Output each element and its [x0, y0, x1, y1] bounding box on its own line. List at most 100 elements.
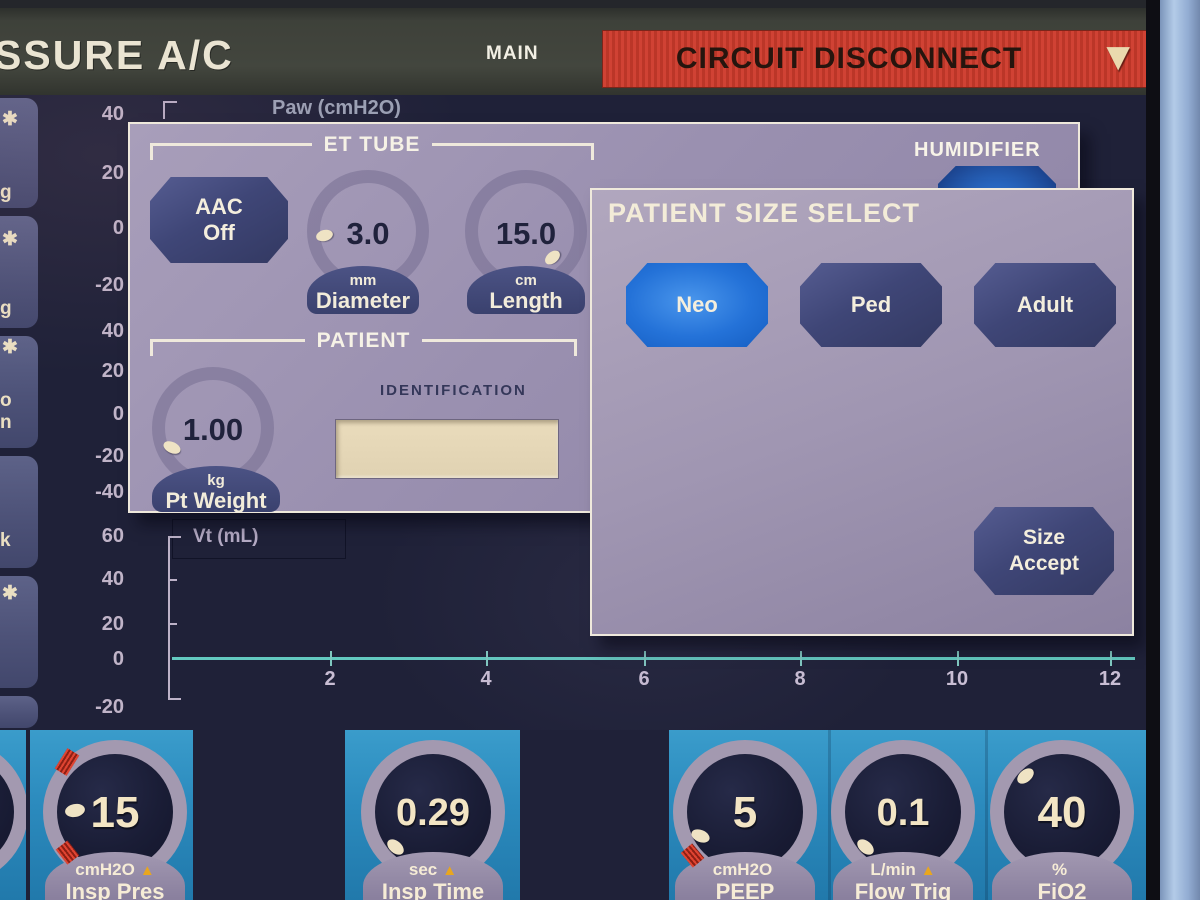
softkey-label-fragment: o — [0, 390, 12, 411]
warning-triangle-icon: ▲ — [442, 862, 458, 879]
x-axis-tickmark — [1110, 651, 1112, 666]
et-tube-group: ET TUBE — [150, 133, 594, 160]
pt-weight-label: Pt Weight — [165, 488, 267, 513]
alarm-text: CIRCUIT DISCONNECT — [675, 42, 1023, 75]
tile-divider — [828, 730, 831, 900]
control-flow-trig[interactable]: 0.1 L/min ▲ Flow Trig — [831, 740, 975, 900]
alarm-ack-triangle-icon[interactable]: ▼ — [1098, 35, 1139, 79]
control-insp-time[interactable]: 0.29 sec ▲ Insp Time — [361, 740, 505, 900]
softkey-asterisk-icon: ✱ — [2, 337, 18, 358]
fio2-unit: % — [1051, 860, 1068, 879]
aac-off-button[interactable]: AAC Off — [150, 177, 288, 263]
insp-pres-unit: cmH2O — [75, 860, 135, 879]
size-ped-button[interactable]: Ped — [800, 263, 942, 347]
left-softkey-3[interactable] — [0, 336, 38, 448]
x-axis-tickmark — [486, 651, 488, 666]
peep-name: PEEP — [715, 879, 775, 900]
size-neo-button[interactable]: Neo — [626, 263, 768, 347]
paw-axis-label: Paw (cmH2O) — [272, 97, 401, 119]
patient-size-dialog-title: PATIENT SIZE SELECT — [608, 198, 921, 228]
x-axis-tickmark — [957, 651, 959, 666]
flow-trig-plate: L/min ▲ Flow Trig — [833, 852, 973, 900]
x-axis-tick: 4 — [480, 668, 492, 690]
softkey-asterisk-icon: ✱ — [2, 229, 18, 250]
alarm-banner[interactable]: CIRCUIT DISCONNECT ▼ — [602, 30, 1148, 88]
control-fio2[interactable]: 40 % FiO2 — [990, 740, 1134, 900]
x-axis-tickmark — [330, 651, 332, 666]
patient-group-title: PATIENT — [316, 329, 411, 352]
peep-value: 5 — [732, 788, 758, 837]
et-diameter-label: Diameter — [315, 288, 411, 313]
et-diameter-plate: mm Diameter — [307, 266, 419, 314]
control-insp-pres[interactable]: 15 cmH2O ▲ Insp Pres — [43, 740, 187, 900]
size-accept-button[interactable]: Size Accept — [974, 507, 1114, 595]
vt-axis-tick: 0 — [112, 648, 124, 670]
vt-axis-label: Vt (mL) — [193, 526, 259, 547]
left-softkey-6[interactable] — [0, 696, 38, 728]
paw-axis-tick: -20 — [95, 274, 124, 296]
identification-label: IDENTIFICATION — [380, 382, 527, 399]
softkey-asterisk-icon: ✱ — [2, 109, 18, 130]
pt-weight-value: 1.00 — [182, 412, 244, 447]
flow-axis-tick: 0 — [112, 403, 124, 425]
control-tile-edge — [0, 730, 26, 900]
size-adult-button[interactable]: Adult — [974, 263, 1116, 347]
size-accept-label: Size Accept — [1008, 525, 1080, 575]
vt-axis-tickmark — [168, 623, 177, 625]
patient-size-dialog: PATIENT SIZE SELECT Neo Ped Adult Size A… — [590, 188, 1134, 636]
flow-axis-tick: 40 — [101, 320, 124, 342]
insp-time-unit: sec — [408, 860, 438, 879]
humidifier-section-title: HUMIDIFIER — [914, 139, 1041, 161]
insp-time-name: Insp Time — [381, 879, 485, 900]
vt-axis-tickmark — [168, 536, 181, 538]
insp-time-value: 0.29 — [396, 792, 470, 834]
x-axis-tickmark — [800, 651, 802, 666]
aac-off-label: AAC Off — [195, 194, 243, 245]
paw-axis-bracket — [163, 101, 177, 103]
peep-unit: cmH2O — [712, 860, 773, 879]
fio2-plate: % FiO2 — [992, 852, 1132, 900]
x-axis-tick: 6 — [638, 668, 650, 690]
insp-pres-name: Insp Pres — [65, 879, 165, 900]
left-softkey-5[interactable] — [0, 576, 38, 688]
vt-waveform-label-box: Vt (mL) — [172, 519, 346, 559]
monitor-frame — [1160, 0, 1200, 900]
et-diameter-unit: mm — [349, 272, 377, 289]
vt-axis-tick: -20 — [95, 696, 124, 718]
flow-trig-value: 0.1 — [876, 792, 930, 834]
x-axis-tick: 8 — [794, 668, 806, 690]
et-length-plate: cm Length — [467, 266, 585, 314]
vt-axis-tick: 20 — [101, 613, 124, 635]
paw-axis-tick: 40 — [101, 103, 124, 125]
softkey-label-fragment: k — [0, 530, 11, 551]
insp-time-plate: sec ▲ Insp Time — [363, 852, 503, 900]
mode-title: SSURE A/C — [0, 32, 234, 78]
vt-axis-tickmark — [168, 698, 181, 700]
vt-axis-bracket — [168, 536, 170, 700]
size-neo-label: Neo — [676, 292, 718, 317]
left-softkey-2[interactable] — [0, 216, 38, 328]
x-axis-tick: 10 — [945, 668, 969, 690]
control-peep[interactable]: 5 cmH2O PEEP — [673, 740, 817, 900]
pt-weight-plate: kg Pt Weight — [152, 466, 280, 513]
screen-top-edge — [0, 0, 1160, 8]
screen-bezel — [1146, 0, 1160, 900]
main-screen-tab[interactable]: MAIN — [486, 43, 539, 64]
patient-group: PATIENT — [150, 329, 577, 356]
paw-axis-tick: 20 — [101, 162, 124, 184]
flow-trig-unit: L/min — [870, 860, 916, 879]
et-diameter-value: 3.0 — [346, 216, 390, 251]
left-softkey-1[interactable] — [0, 98, 38, 208]
warning-triangle-icon: ▲ — [920, 862, 936, 879]
vt-axis-tickmark — [168, 579, 177, 581]
flow-axis-tick: 20 — [101, 360, 124, 382]
x-axis-tick: 2 — [324, 668, 336, 690]
flow-axis-tick: -20 — [95, 445, 124, 467]
flow-trig-name: Flow Trig — [854, 879, 952, 900]
et-tube-group-title: ET TUBE — [323, 133, 421, 156]
identification-input[interactable] — [335, 419, 559, 479]
left-softkey-4[interactable] — [0, 456, 38, 568]
fio2-name: FiO2 — [1037, 879, 1087, 900]
size-ped-label: Ped — [850, 292, 892, 317]
